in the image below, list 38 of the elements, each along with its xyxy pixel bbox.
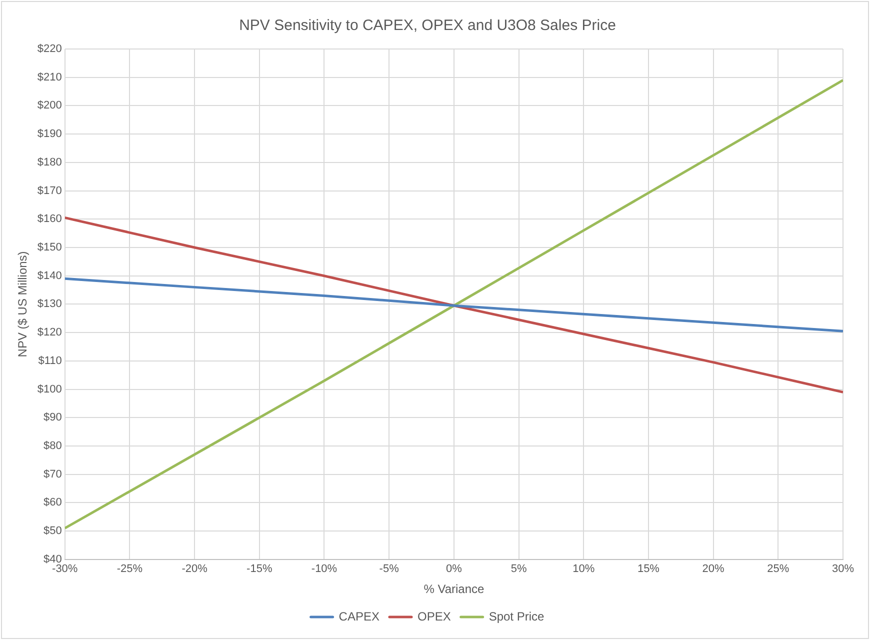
x-tick-label: 25% — [767, 563, 790, 576]
y-tick-label: $70 — [44, 468, 62, 480]
y-tick-label: $60 — [44, 496, 62, 509]
y-tick-label: $180 — [37, 156, 62, 168]
y-tick-label: $80 — [44, 440, 62, 452]
chart-title: NPV Sensitivity to CAPEX, OPEX and U3O8 Sales Price — [239, 17, 616, 34]
x-axis-title: % Variance — [424, 582, 484, 596]
y-tick-label: $150 — [37, 242, 62, 254]
x-tick-label: -5% — [379, 563, 400, 576]
y-tick-label: $140 — [37, 270, 62, 282]
y-tick-label: $210 — [37, 71, 62, 84]
x-tick-label: -10% — [311, 563, 338, 576]
y-axis-title: NPV ($ US Millions) — [16, 251, 30, 358]
legend-label: CAPEX — [338, 609, 380, 624]
y-tick-label: $100 — [37, 383, 62, 396]
y-tick-label: $190 — [37, 128, 62, 140]
x-tick-label: 30% — [832, 563, 854, 576]
y-tick-label: $220 — [37, 43, 62, 56]
y-tick-label: $120 — [37, 326, 62, 339]
y-tick-label: $40 — [44, 553, 62, 566]
y-tick-label: $170 — [37, 184, 62, 197]
x-tick-label: -15% — [246, 563, 272, 576]
legend-label: Spot Price — [488, 609, 545, 624]
x-tick-label: -30% — [52, 563, 78, 576]
x-tick-label: -25% — [116, 563, 143, 576]
legend-label: OPEX — [417, 609, 451, 624]
x-tick-label: -20% — [182, 563, 208, 576]
x-tick-label: 20% — [702, 563, 725, 576]
x-tick-label: 0% — [446, 563, 462, 576]
y-tick-label: $160 — [37, 213, 62, 226]
y-tick-label: $90 — [44, 412, 62, 424]
x-tick-label: 15% — [637, 563, 660, 576]
x-tick-label: 10% — [572, 563, 595, 576]
y-tick-label: $130 — [37, 298, 62, 310]
x-tick-label: 5% — [510, 563, 527, 576]
y-tick-label: $200 — [37, 100, 62, 112]
y-tick-label: $110 — [38, 354, 62, 367]
y-tick-label: $50 — [44, 525, 62, 538]
